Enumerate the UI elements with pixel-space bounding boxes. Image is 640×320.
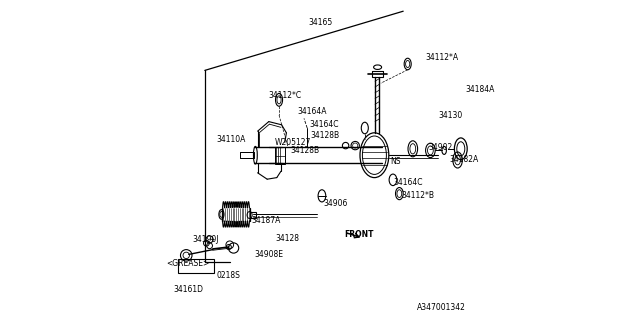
Text: A347001342: A347001342	[417, 303, 466, 312]
Text: 34112*B: 34112*B	[402, 191, 435, 200]
Text: NS: NS	[390, 157, 401, 166]
Text: 34187A: 34187A	[251, 216, 280, 225]
Bar	[250, 212, 256, 218]
Bar	[178, 259, 214, 273]
Bar	[240, 152, 255, 158]
Text: 0218S: 0218S	[217, 271, 241, 280]
Text: <GREASE>: <GREASE>	[166, 260, 209, 268]
Text: FRONT: FRONT	[344, 230, 374, 239]
Text: 34184A: 34184A	[466, 85, 495, 94]
Text: 34110A: 34110A	[216, 135, 245, 144]
Text: 34112*A: 34112*A	[426, 53, 459, 62]
Text: 34164C: 34164C	[394, 178, 423, 187]
Text: 34161D: 34161D	[174, 285, 204, 294]
Text: 34112*C: 34112*C	[269, 92, 302, 100]
Text: 34128B: 34128B	[291, 146, 320, 155]
Text: 34902: 34902	[429, 143, 453, 152]
Text: 34164C: 34164C	[310, 120, 339, 129]
Text: 34165: 34165	[308, 18, 333, 27]
Bar	[372, 71, 383, 77]
Text: 34128B: 34128B	[310, 132, 339, 140]
Text: W205127: W205127	[275, 138, 312, 147]
Text: 34190J: 34190J	[192, 236, 218, 244]
Text: 34130: 34130	[438, 111, 463, 120]
Text: 34908E: 34908E	[254, 250, 284, 259]
Text: 34164A: 34164A	[298, 108, 327, 116]
Text: 34906: 34906	[323, 199, 348, 208]
Text: 34182A: 34182A	[450, 156, 479, 164]
Bar	[275, 147, 285, 164]
Text: 34128: 34128	[275, 234, 300, 243]
